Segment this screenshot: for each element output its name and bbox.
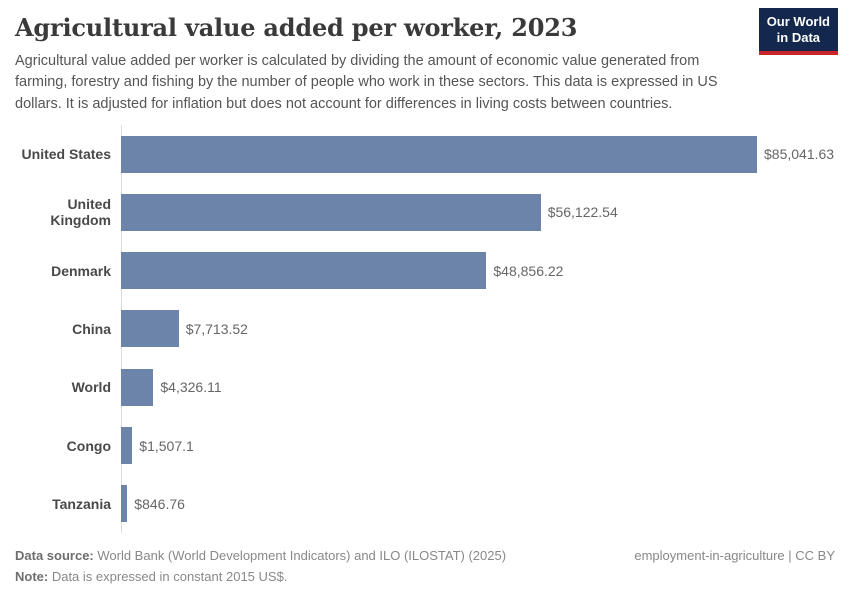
value-label: $48,856.22 [493,262,564,279]
bar-track: $846.76 [121,485,835,523]
bar-track: $1,507.1 [121,427,835,464]
page-title: Agricultural value added per worker, 202… [15,13,578,42]
bar[interactable] [121,427,133,464]
data-source-text: World Bank (World Development Indicators… [93,547,507,563]
value-label: $1,507.1 [139,437,194,454]
bar-rows: United States $85,041.63 United Kingdom $56… [15,125,835,533]
owid-logo[interactable]: Our World in Data [758,8,838,55]
bar-track: $7,713.52 [121,310,835,348]
bar-row: Denmark $48,856.22 [15,242,835,300]
bar-track: $85,041.63 [121,135,835,173]
footer-left: Data source: World Bank (World Developme… [15,545,506,587]
data-source-label: Data source: [15,547,94,563]
value-label: $846.76 [134,495,185,512]
bar-row: Congo $1,507.1 [15,416,835,474]
data-source-line: Data source: World Bank (World Developme… [15,545,506,566]
note-line: Note: Data is expressed in constant 2015… [15,566,506,587]
note-label: Note: [15,568,49,584]
bar[interactable] [121,485,128,523]
bar[interactable] [121,252,487,290]
bar-row: World $4,326.11 [15,358,835,416]
bar-row: United States $85,041.63 [15,125,835,183]
category-label: Congo [66,437,111,454]
category-label: World [71,379,111,396]
category-label: United States [21,146,111,163]
bar-track: $56,122.54 [121,193,835,231]
bar[interactable] [121,135,757,173]
bar-track: $48,856.22 [121,252,835,290]
bar-chart: United States $85,041.63 United Kingdom $56… [15,124,835,533]
category-label: United Kingdom [50,196,111,229]
chart-footer: Data source: World Bank (World Developme… [15,545,835,587]
bar-row: United Kingdom $56,122.54 [15,183,835,241]
category-label: China [72,320,111,337]
value-label: $7,713.52 [185,320,248,337]
bar[interactable] [121,368,154,406]
bar[interactable] [121,310,179,348]
chart-header: Agricultural value added per worker, 202… [0,0,850,115]
note-text: Data is expressed in constant 2015 US$. [48,568,288,584]
value-label: $56,122.54 [547,204,618,221]
bar[interactable] [121,193,541,231]
bar-row: China $7,713.52 [15,300,835,358]
owid-logo-line1: Our World [766,14,830,29]
owid-logo-line2: in Data [776,30,821,46]
bar-track: $4,326.11 [121,368,835,406]
category-label: Tanzania [52,495,111,512]
bar-row: Tanzania $846.76 [15,475,835,533]
chart-subtitle: Agricultural value added per worker is c… [15,52,718,112]
category-label: Denmark [51,262,111,279]
value-label: $85,041.63 [764,146,835,163]
value-label: $4,326.11 [160,379,222,396]
footer-attribution: employment-in-agriculture | CC BY [634,547,835,563]
